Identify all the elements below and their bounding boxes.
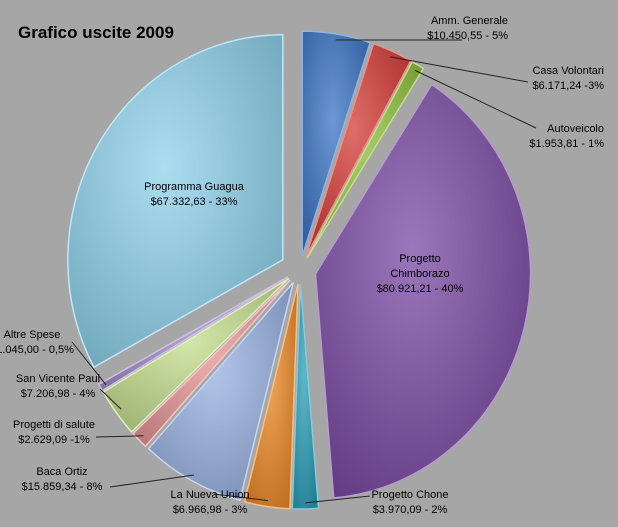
leader-line <box>305 495 371 504</box>
leader-line <box>414 69 537 129</box>
leader-line <box>109 474 195 488</box>
leader-line <box>99 388 122 410</box>
pie-slice-progetto-chimborazo <box>314 83 532 499</box>
slice-label-progetti-di-salute: Progetti di salute $2.629,09 -1% <box>13 419 95 446</box>
leader-line <box>213 493 268 502</box>
slice-label-amm-generale: Amm. Generale $10.450,55 - 5% <box>427 15 508 42</box>
slice-label-programma-guagua: Programma Guagua $67.332,63 - 33% <box>144 181 245 208</box>
slice-label-altre-spese: Altre Spese$1.045,00 - 0,5% <box>0 329 74 356</box>
pie-slice-baca-ortiz <box>147 281 295 502</box>
chart-title: Grafico uscite 2009 <box>18 23 174 42</box>
pie-slice-progetto-chone <box>291 283 320 510</box>
pie-slice-programma-guagua <box>67 34 284 369</box>
slice-label-la-nueva-union: La Nueva Union $6.966,98 - 3% <box>171 489 250 516</box>
slice-label-autoveicolo: Autoveicolo $1.953,81 - 1% <box>529 123 604 150</box>
pie-slice-progetti-di-salute <box>132 279 291 448</box>
pie-slices <box>67 30 532 510</box>
slice-labels: Amm. Generale $10.450,55 - 5% Casa Volonta… <box>0 15 604 516</box>
pie-slice-amm-generale <box>301 30 372 257</box>
pie-slice-autoveicolo <box>306 60 425 259</box>
leader-line <box>95 435 144 438</box>
leader-line <box>390 56 529 83</box>
leader-line <box>71 341 107 385</box>
slice-label-san-vicente-paul: San Vicente Paul $7.206,98 - 4% <box>16 373 100 400</box>
pie-slice-la-nueva-union <box>243 283 299 510</box>
slice-label-casa-volontari: Casa Volontari $6.171,24 -3% <box>532 65 604 92</box>
slice-label-progetto-chone: Progetto Chone $3.970,09 - 2% <box>371 489 448 516</box>
leader-lines <box>71 39 537 504</box>
slice-label-baca-ortiz: Baca Ortiz $15.859,34 - 8% <box>22 466 103 493</box>
slice-label-progetto-chimborazo: Progetto Chimborazo $80.921,21 - 40% <box>377 253 464 295</box>
